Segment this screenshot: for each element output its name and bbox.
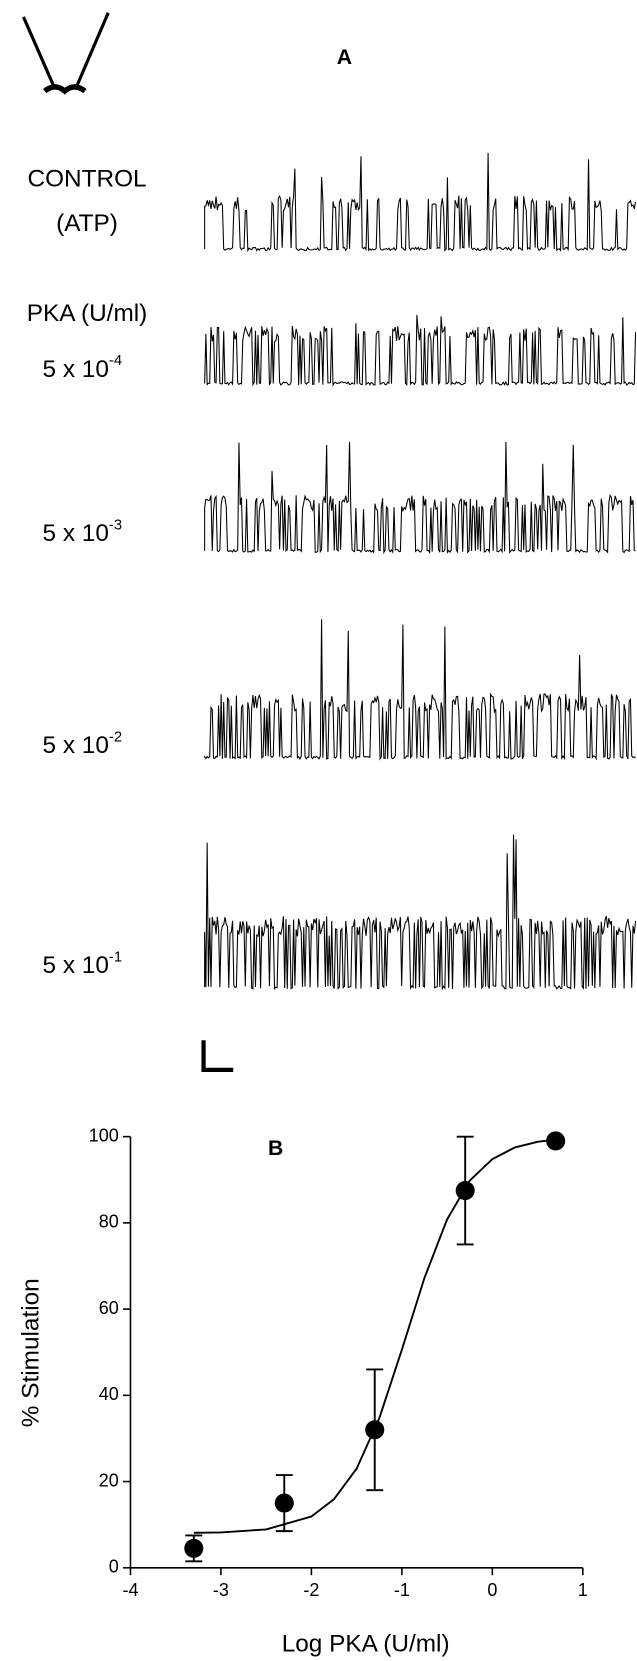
concentration-label: 5 x 10-4: [43, 353, 123, 383]
x-tick-label: -3: [213, 1580, 229, 1600]
channel-trace: [204, 441, 636, 555]
concentration-base: 5 x 10: [43, 356, 109, 383]
panel-a-title: A: [337, 46, 352, 69]
channel-trace: [204, 619, 636, 761]
data-point: [546, 1131, 566, 1151]
concentration-base: 5 x 10: [43, 953, 109, 980]
y-tick-label: 60: [99, 1298, 119, 1318]
electrode-icon: [22, 12, 110, 95]
control-label: CONTROL: [27, 166, 146, 193]
channel-trace: [204, 314, 637, 387]
x-axis-label: Log PKA (U/ml): [282, 1631, 450, 1658]
concentration-base: 5 x 10: [43, 520, 109, 547]
concentration-exponent: -2: [109, 729, 122, 745]
concentration-exponent: -4: [109, 353, 122, 369]
concentration-exponent: -3: [109, 517, 122, 533]
data-point: [365, 1420, 385, 1440]
control-sublabel: (ATP): [56, 210, 118, 237]
x-tick-label: 0: [487, 1580, 497, 1600]
y-tick-label: 40: [99, 1384, 119, 1404]
y-tick-label: 0: [109, 1557, 119, 1577]
y-axis-label: % Stimulation: [17, 1278, 44, 1427]
channel-trace: [204, 834, 637, 991]
concentration-exponent: -1: [109, 950, 122, 966]
y-tick-label: 20: [99, 1470, 119, 1490]
y-tick-label: 80: [99, 1212, 119, 1232]
chart-title: B: [268, 1137, 283, 1160]
channel-trace: [204, 152, 637, 253]
x-tick-label: -2: [303, 1580, 319, 1600]
pka-label: PKA (U/ml): [27, 300, 147, 327]
data-point: [274, 1493, 294, 1513]
data-point: [184, 1538, 204, 1558]
concentration-base: 5 x 10: [43, 732, 109, 759]
concentration-label: 5 x 10-3: [43, 517, 123, 547]
x-tick-label: -1: [394, 1580, 410, 1600]
x-tick-label: -4: [122, 1580, 138, 1600]
fit-curve: [193, 1138, 556, 1534]
data-point: [455, 1180, 475, 1201]
scale-bar: [201, 1040, 234, 1073]
x-tick-label: 1: [578, 1580, 588, 1600]
concentration-label: 5 x 10-1: [43, 950, 123, 980]
y-tick-label: 100: [89, 1125, 119, 1145]
concentration-label: 5 x 10-2: [43, 729, 123, 759]
